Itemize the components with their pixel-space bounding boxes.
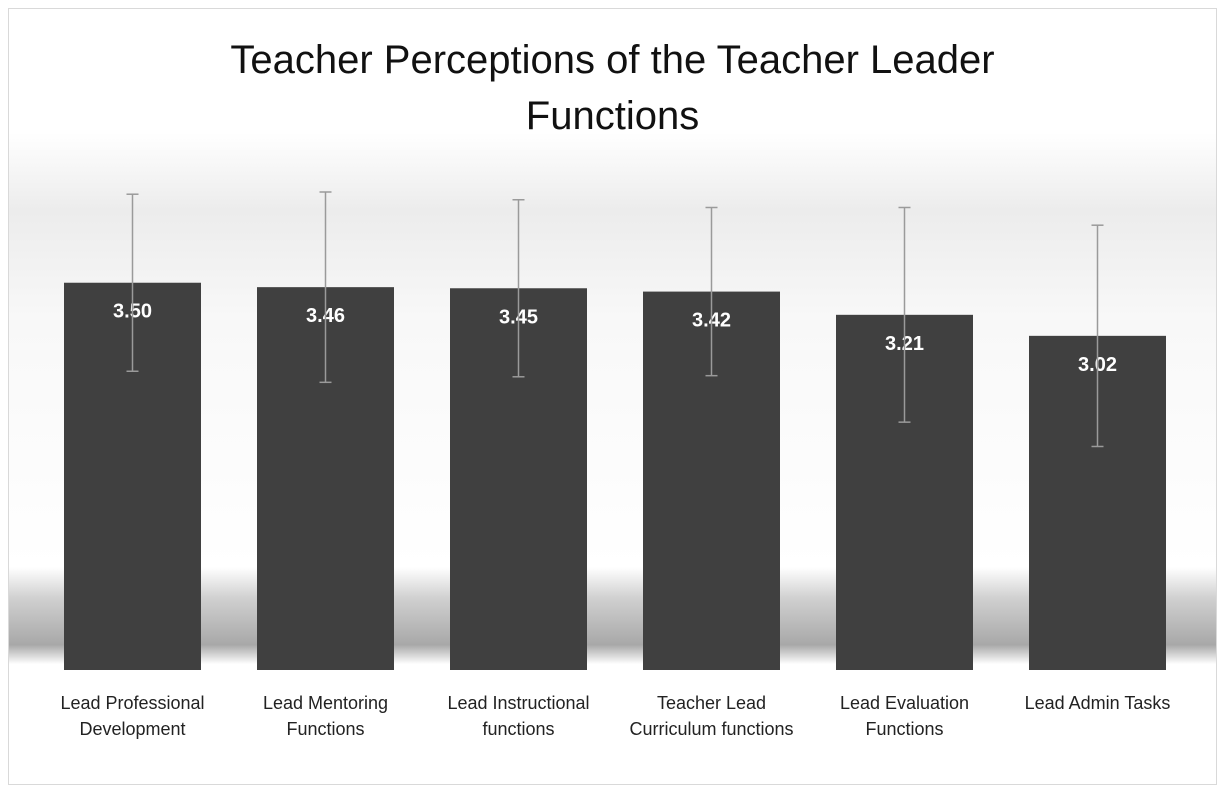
x-tick-label: Lead Instructional functions xyxy=(447,693,590,739)
x-tick-label: Lead Mentoring Functions xyxy=(262,693,389,739)
x-tick-label: Teacher Lead Curriculum functions xyxy=(629,693,794,739)
chart-title: Teacher Perceptions of the Teacher Leade… xyxy=(230,38,995,138)
x-tick-label: Lead Admin Tasks xyxy=(1024,693,1171,713)
x-tick-label: Lead Evaluation Functions xyxy=(839,693,970,739)
chart-background xyxy=(8,8,1217,785)
x-tick-label: Lead Professional Development xyxy=(60,693,205,739)
